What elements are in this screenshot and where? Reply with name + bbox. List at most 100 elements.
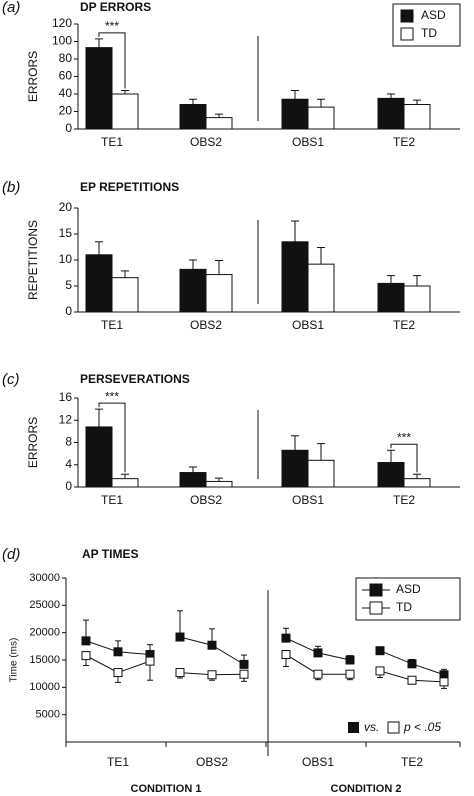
bar [85,254,113,313]
bar [403,104,431,130]
marker [207,640,217,650]
bar [179,104,207,130]
note-vs: vs. [364,720,379,734]
bar [205,117,233,130]
bar [85,47,113,130]
x-tick-label: OBS2 [190,493,222,507]
bar [307,106,335,130]
marker [375,646,385,656]
significance-bracket [98,402,126,473]
x-tick-label: OBS1 [302,755,334,769]
series-line [85,636,445,676]
legend-label: TD [421,26,437,40]
legend-label: ASD [396,582,421,596]
marker [281,633,291,643]
marker [239,659,249,669]
y-tick-label: 120 [52,16,72,30]
y-axis-label: Time (ms) [9,638,20,683]
y-tick-label: 0 [65,121,72,135]
y-tick-label: 20 [59,200,73,214]
annotation: *** [105,19,119,33]
bar [85,426,113,488]
bar [179,268,207,313]
marker [113,647,123,657]
panel-label: (b) [2,179,20,196]
bar [403,478,431,488]
x-tick-label: TE2 [393,318,415,332]
x-tick-label: OBS1 [292,135,324,149]
marker [407,675,417,685]
chart-title: AP TIMES [82,547,138,561]
y-axis-label: REPETITIONS [26,220,40,300]
bar [179,472,207,488]
panel-label: (a) [2,0,20,16]
legend-label: ASD [421,8,446,22]
x-tick-label: TE1 [101,493,123,507]
y-tick-label: 15000 [29,654,60,666]
bar [111,93,139,130]
chart-title: DP ERRORS [80,0,151,14]
bar [377,282,405,313]
y-tick-label: 0 [65,304,72,318]
marker [407,659,417,669]
y-tick-label: 0 [65,479,72,493]
y-tick-label: 30000 [29,572,60,584]
y-tick-label: 10000 [29,681,60,693]
marker [239,669,249,679]
y-tick-label: 20 [59,104,73,118]
marker [313,648,323,658]
bar [205,274,233,313]
bar [111,478,139,488]
series-line [85,654,445,683]
x-tick-label: OBS2 [190,135,222,149]
legend-swatch [369,601,383,615]
bar [377,462,405,488]
y-tick-label: 25000 [29,599,60,611]
panel-label: (c) [2,371,20,388]
x-tick-label: TE2 [393,493,415,507]
x-tick-label: TE2 [393,135,415,149]
chart-title: EP REPETITIONS [80,180,179,194]
x-tick-label: TE1 [107,755,129,769]
marker [175,632,185,642]
legend-label: TD [396,600,412,614]
bar [281,449,309,488]
x-tick-label: TE1 [101,135,123,149]
marker [207,670,217,680]
y-tick-label: 40 [59,86,73,100]
y-tick-label: 100 [52,34,72,48]
legend-swatch [400,9,414,23]
marker [375,666,385,676]
y-tick-label: 10 [59,252,73,266]
y-tick-label: 16 [59,390,73,404]
legend-swatch [400,27,414,41]
panel-label: (d) [2,546,20,563]
bar [281,98,309,130]
y-axis-label: ERRORS [26,417,40,468]
x-tick-label: OBS2 [196,755,228,769]
marker [113,668,123,678]
y-tick-label: 60 [59,69,73,83]
bar [377,97,405,130]
y-tick-label: 5000 [36,709,60,721]
marker [175,668,185,678]
bar [307,263,335,313]
x-tick-label: OBS1 [292,318,324,332]
marker [145,656,155,666]
marker [281,650,291,660]
bar [111,277,139,313]
y-tick-label: 5 [65,278,72,292]
group-label: CONDITION 2 [331,783,402,795]
marker [313,669,323,679]
bar [307,459,335,488]
marker [81,651,91,661]
marker [345,655,355,665]
y-tick-label: 80 [59,51,73,65]
marker [81,636,91,646]
legend-swatch [369,583,383,597]
x-tick-label: OBS1 [292,493,324,507]
x-tick-label: TE2 [401,755,423,769]
annotation: *** [105,389,119,403]
note-open [387,721,400,734]
